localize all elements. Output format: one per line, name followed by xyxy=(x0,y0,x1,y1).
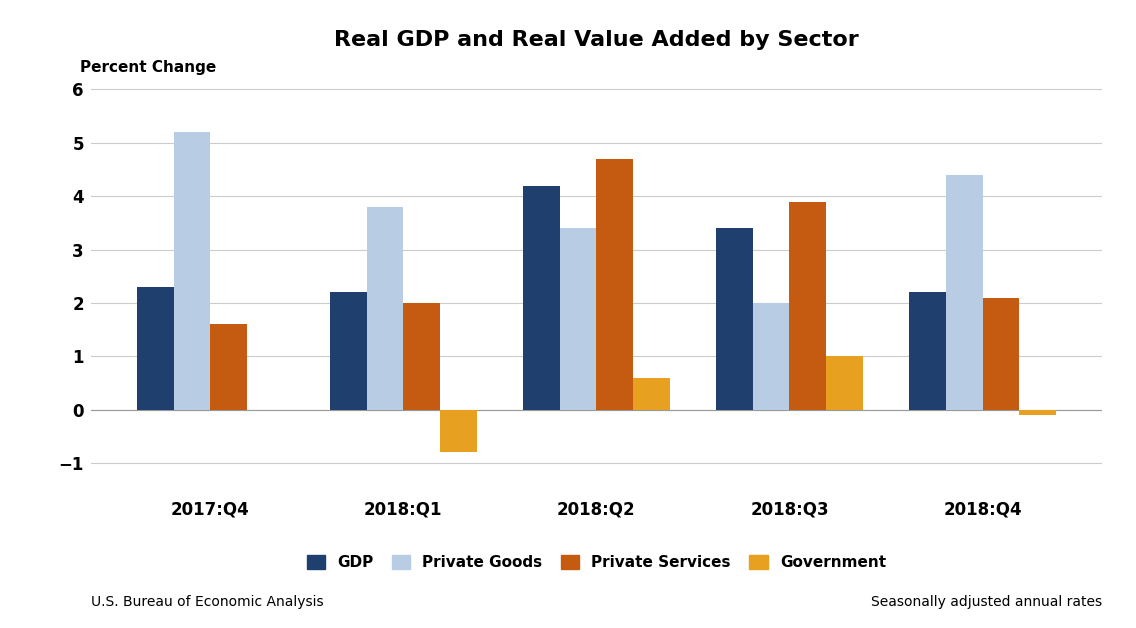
Bar xyxy=(329,292,367,409)
Legend: GDP, Private Goods, Private Services, Government: GDP, Private Goods, Private Services, Go… xyxy=(301,549,892,576)
Text: Seasonally adjusted annual rates: Seasonally adjusted annual rates xyxy=(871,595,1102,609)
Bar xyxy=(560,228,596,409)
Bar xyxy=(367,207,403,409)
Bar xyxy=(174,132,210,409)
Bar xyxy=(909,292,946,409)
Bar xyxy=(946,175,983,409)
Title: Real GDP and Real Value Added by Sector: Real GDP and Real Value Added by Sector xyxy=(334,30,859,50)
Bar xyxy=(210,324,247,409)
Text: Percent Change: Percent Change xyxy=(80,60,216,75)
Bar xyxy=(826,356,863,409)
Bar xyxy=(136,287,174,409)
Bar xyxy=(403,303,440,409)
Bar xyxy=(790,202,826,409)
Bar xyxy=(1019,409,1056,415)
Bar xyxy=(753,303,790,409)
Bar xyxy=(523,185,560,409)
Bar xyxy=(596,159,633,409)
Text: U.S. Bureau of Economic Analysis: U.S. Bureau of Economic Analysis xyxy=(91,595,324,609)
Bar xyxy=(983,298,1019,409)
Bar xyxy=(716,228,753,409)
Bar xyxy=(633,377,670,409)
Bar xyxy=(440,409,477,452)
